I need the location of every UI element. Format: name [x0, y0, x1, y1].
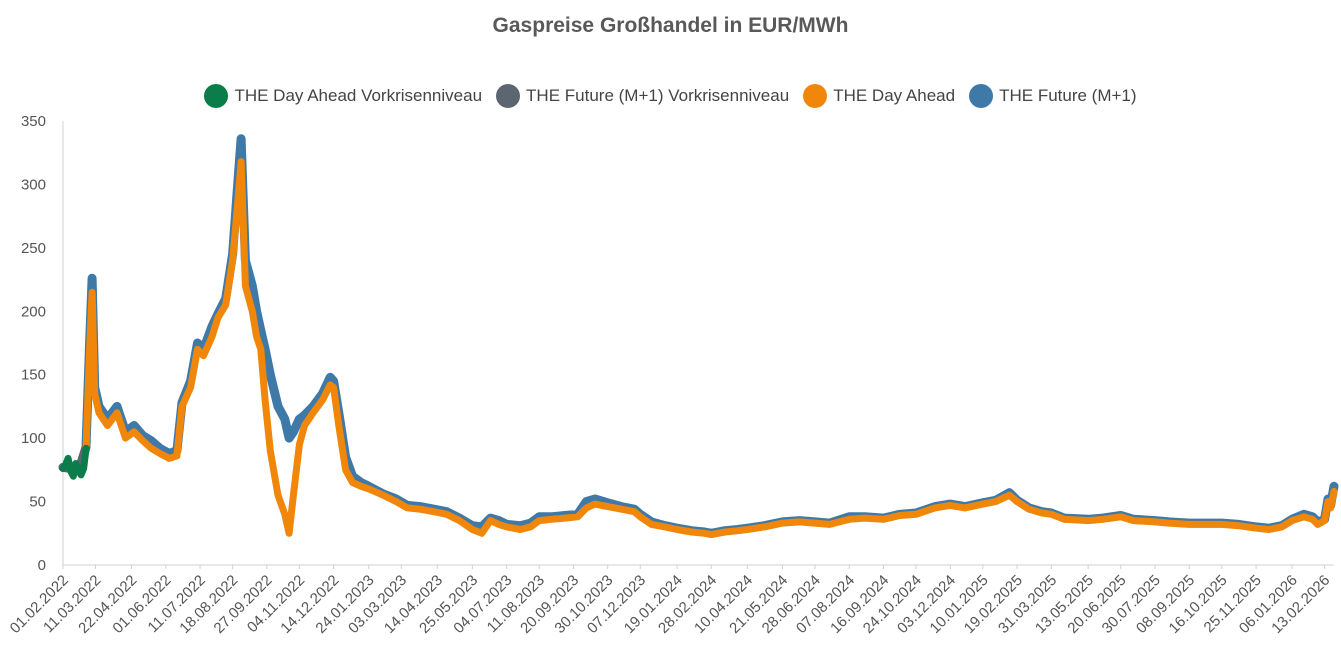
- legend-item-day-ahead[interactable]: THE Day Ahead: [803, 84, 955, 108]
- legend-marker-icon: [204, 84, 229, 108]
- legend-label: THE Day Ahead Vorkrisenniveau: [234, 86, 483, 105]
- legend-item-future[interactable]: THE Future (M+1): [969, 84, 1137, 108]
- series-line-0: [59, 444, 90, 480]
- y-tick-label: 300: [21, 176, 46, 193]
- legend-label: THE Future (M+1) Vorkrisenniveau: [526, 86, 790, 105]
- y-tick-label: 350: [21, 113, 46, 130]
- legend-label: THE Future (M+1): [999, 86, 1137, 105]
- legend-label: THE Day Ahead: [833, 86, 956, 105]
- chart-title: Gaspreise Großhandel in EUR/MWh: [492, 14, 849, 37]
- legend-marker-icon: [496, 84, 521, 108]
- y-tick-label: 0: [38, 557, 46, 574]
- y-tick-label: 150: [21, 367, 46, 384]
- legend-item-future-vorkrisenniveau[interactable]: THE Future (M+1) Vorkrisenniveau: [496, 84, 789, 108]
- series-line-2: [82, 158, 1338, 539]
- y-tick-label: 100: [21, 430, 46, 447]
- legend-item-day-ahead-vorkrisenniveau[interactable]: THE Day Ahead Vorkrisenniveau: [204, 84, 482, 108]
- y-tick-label: 200: [21, 303, 46, 320]
- y-tick-label: 50: [29, 494, 46, 511]
- legend-marker-icon: [969, 84, 994, 108]
- legend-marker-icon: [803, 84, 828, 108]
- chart-legend: THE Day Ahead Vorkrisenniveau THE Future…: [0, 84, 1341, 108]
- y-tick-label: 250: [21, 240, 46, 257]
